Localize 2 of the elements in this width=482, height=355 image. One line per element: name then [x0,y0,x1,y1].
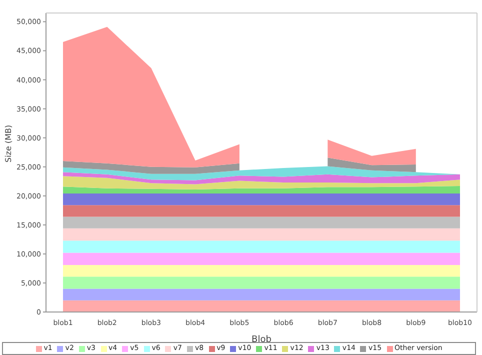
y-axis-title: Size (MB) [4,124,13,162]
x-axis-title: Blob [252,335,272,345]
